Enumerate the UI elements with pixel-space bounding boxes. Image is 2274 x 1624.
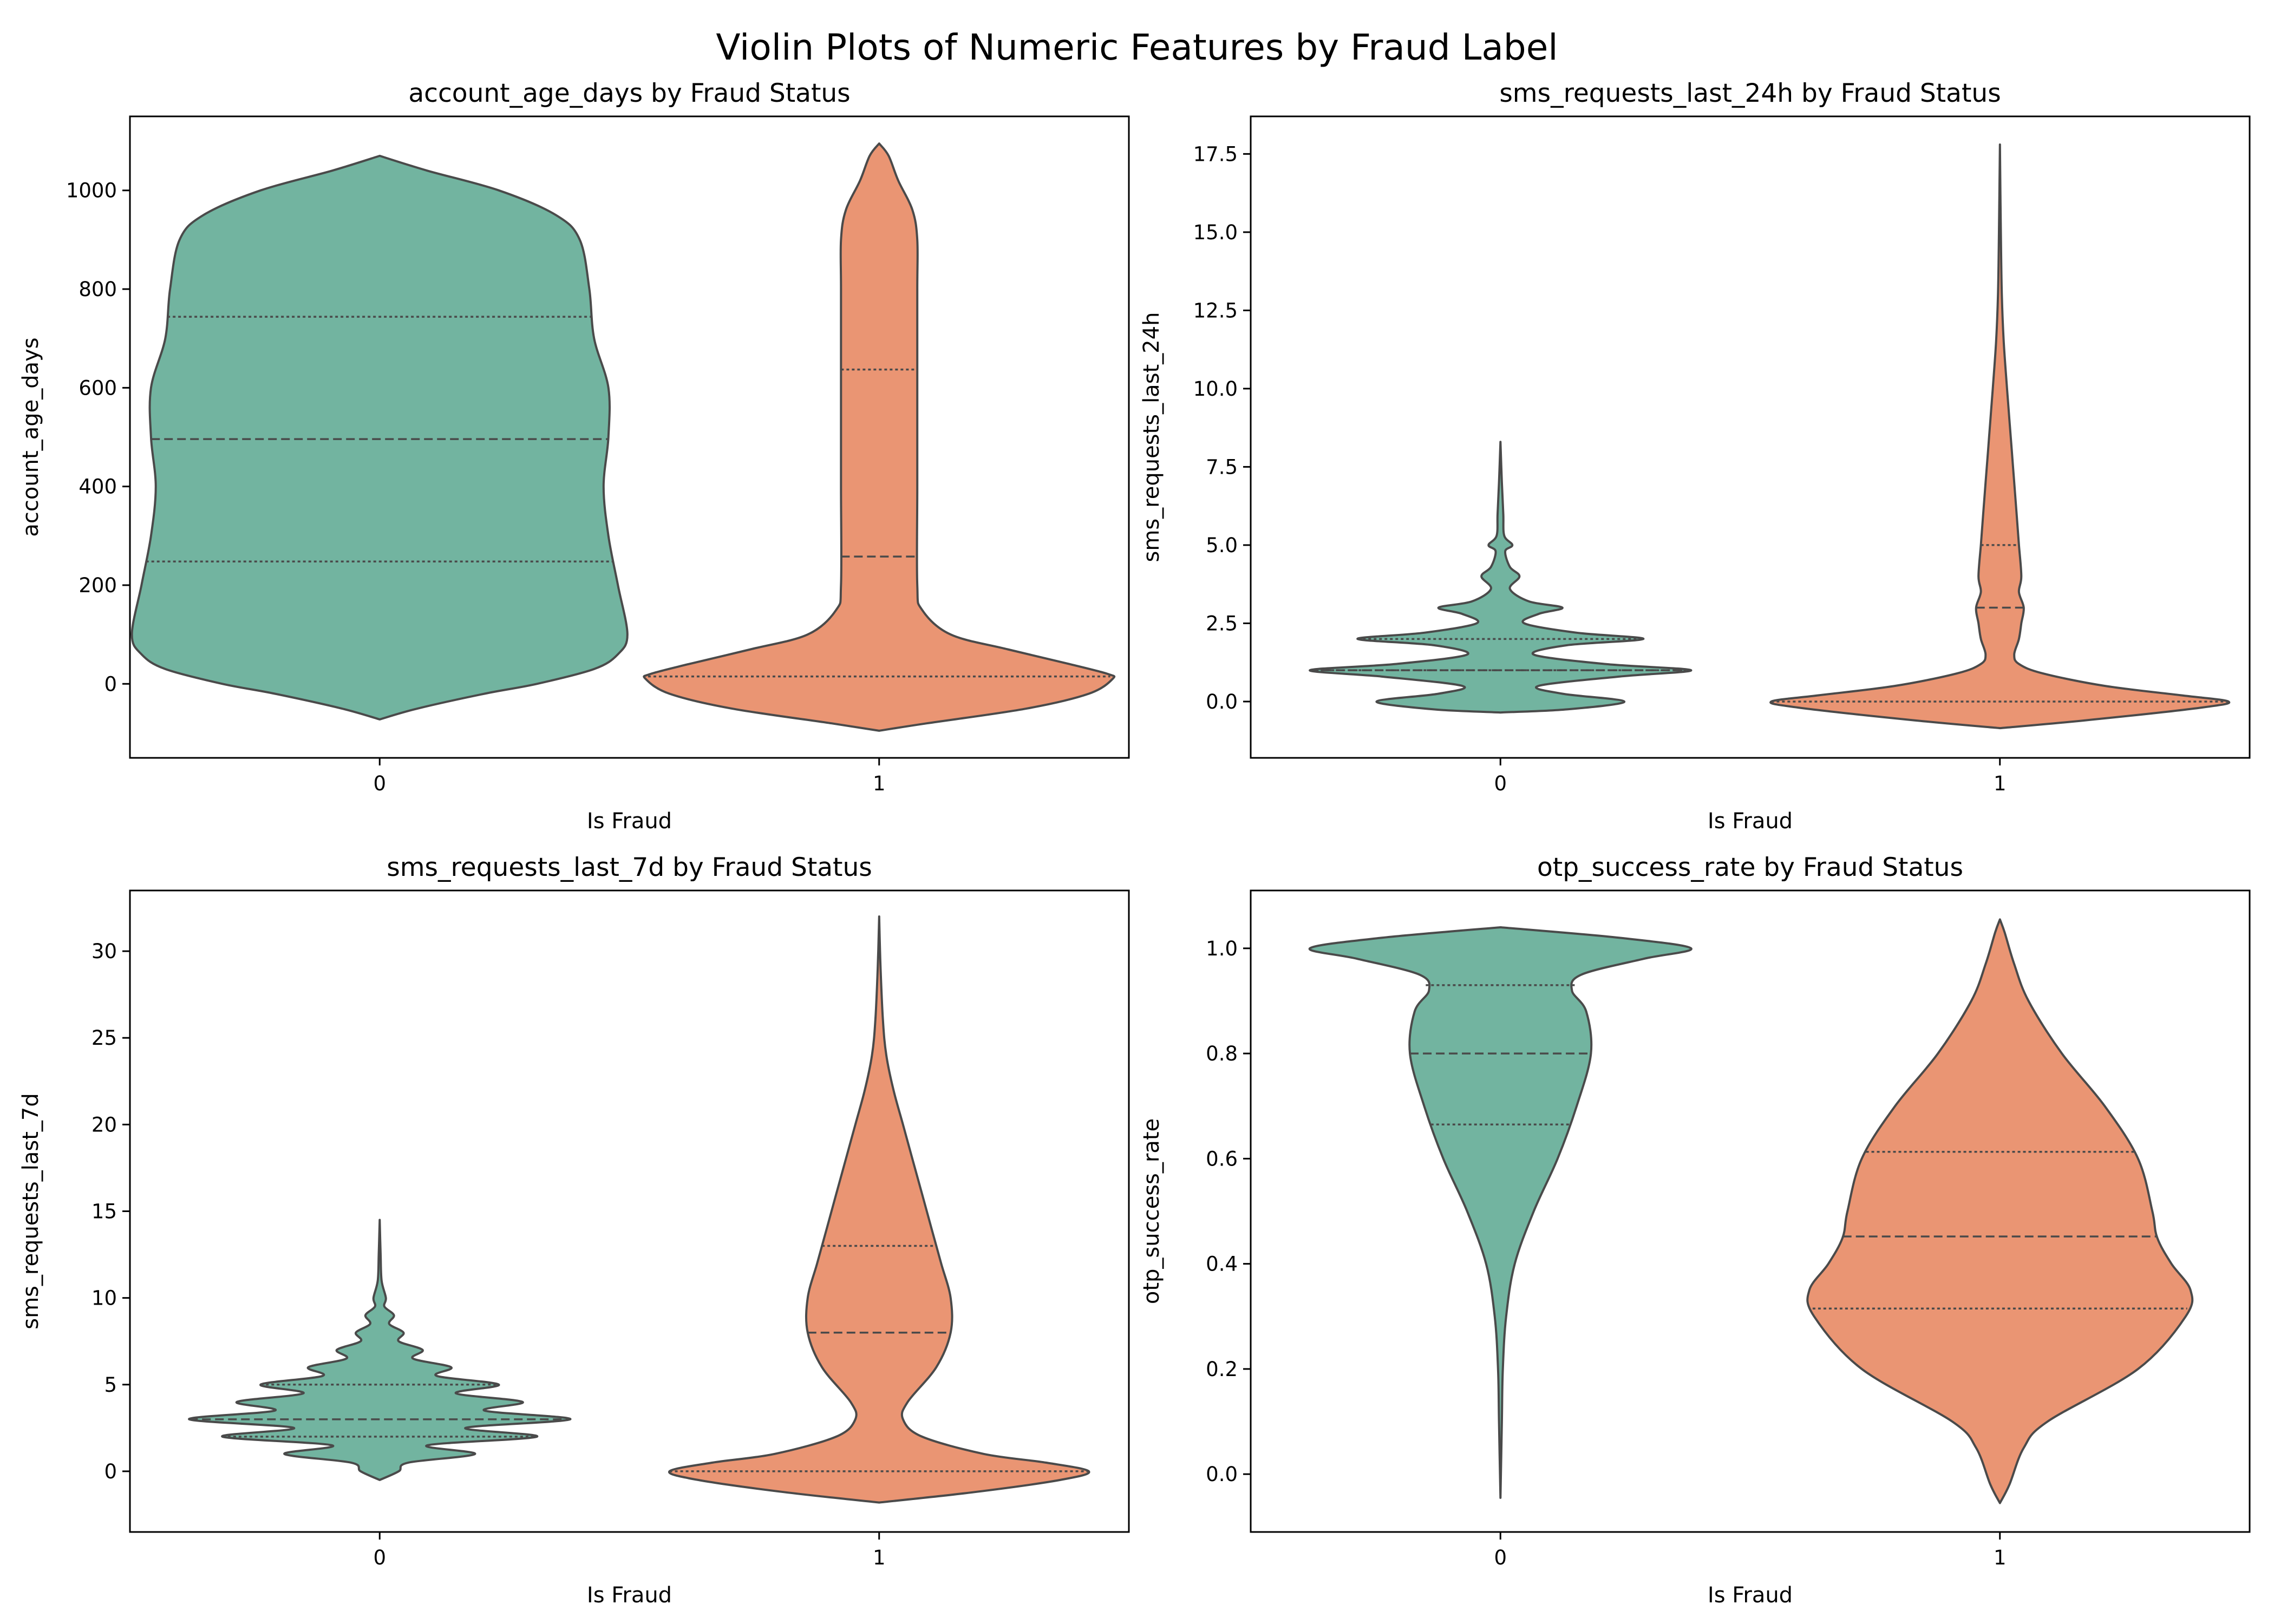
plot-frame	[1250, 889, 2251, 1533]
y-tick-label: 0.4	[1206, 1253, 1238, 1276]
y-tick-label: 0	[104, 672, 117, 696]
y-tick-label: 0.6	[1206, 1147, 1238, 1170]
subplot-sms-7d: sms_requests_last_7d by Fraud Status Is …	[18, 853, 1130, 1608]
y-tick-label: 17.5	[1193, 142, 1238, 166]
x-axis-label: Is Fraud	[587, 1583, 672, 1608]
x-tick-label: 0	[373, 1546, 386, 1569]
y-axis-label: sms_requests_last_7d	[18, 1093, 43, 1330]
y-tick-label: 25	[92, 1026, 117, 1050]
plot-frame	[1250, 115, 2251, 759]
x-tick-label: 1	[1994, 772, 2007, 795]
violin-marks: 0 200 400 600 800 1000 0 1	[66, 142, 1116, 795]
subplot-otp-rate: otp_success_rate by Fraud Status Is Frau…	[1139, 853, 2251, 1608]
y-tick-label: 0.8	[1206, 1042, 1238, 1065]
subplot-title: otp_success_rate by Fraud Status	[1537, 853, 1963, 882]
violin-body-1	[643, 142, 1116, 732]
y-tick-label: 7.5	[1206, 455, 1238, 479]
subplot-sms-24h: sms_requests_last_24h by Fraud Status Is…	[1139, 78, 2251, 834]
x-tick-label: 1	[873, 1546, 886, 1569]
subplot-title: sms_requests_last_7d by Fraud Status	[387, 853, 872, 882]
y-tick-label: 0	[104, 1460, 117, 1483]
violin-body-0	[1308, 926, 1693, 1499]
y-tick-label: 0.0	[1206, 1463, 1238, 1486]
y-tick-label: 5.0	[1206, 534, 1238, 557]
violin-body-1	[1769, 143, 2231, 730]
y-axis-label: otp_success_rate	[1139, 1118, 1164, 1304]
x-tick-label: 1	[1994, 1546, 2007, 1569]
y-axis-label: account_age_days	[18, 337, 43, 536]
violin-marks: 0.0 2.5 5.0 7.5 10.0 12.5 15.0 17.5 0 1	[1193, 142, 2231, 795]
plot-frame	[129, 115, 1130, 759]
violin-body-1	[1806, 918, 2194, 1504]
y-tick-label: 20	[92, 1113, 117, 1136]
y-tick-label: 30	[92, 940, 117, 963]
x-axis-label: Is Fraud	[1708, 809, 1793, 834]
subplot-account-age: account_age_days by Fraud Status Is Frau…	[18, 78, 1130, 834]
y-tick-label: 400	[79, 475, 117, 499]
y-tick-label: 1.0	[1206, 937, 1238, 960]
y-tick-label: 15	[92, 1200, 117, 1223]
x-axis-label: Is Fraud	[1708, 1583, 1793, 1608]
y-tick-label: 10	[92, 1287, 117, 1310]
y-tick-label: 600	[79, 376, 117, 400]
x-axis-label: Is Fraud	[587, 809, 672, 834]
x-tick-label: 0	[1494, 772, 1507, 795]
y-tick-label: 2.5	[1206, 612, 1238, 635]
y-tick-label: 0.0	[1206, 690, 1238, 713]
x-tick-label: 0	[373, 772, 386, 795]
violin-body-0	[188, 1219, 572, 1481]
y-tick-label: 5	[104, 1373, 117, 1397]
violin-marks: 0 5 10 15 20 25 30 0 1	[92, 915, 1090, 1569]
y-tick-label: 800	[79, 278, 117, 301]
y-tick-label: 0.2	[1206, 1358, 1238, 1381]
y-tick-label: 12.5	[1193, 299, 1238, 322]
figure-title: Violin Plots of Numeric Features by Frau…	[716, 27, 1558, 68]
x-tick-label: 1	[873, 772, 886, 795]
y-tick-label: 1000	[66, 179, 117, 202]
y-tick-label: 15.0	[1193, 221, 1238, 244]
violin-body-0	[130, 154, 629, 721]
y-tick-label: 200	[79, 574, 117, 597]
y-axis-label: sms_requests_last_24h	[1139, 312, 1164, 562]
subplot-title: sms_requests_last_24h by Fraud Status	[1499, 78, 2001, 108]
x-tick-label: 0	[1494, 1546, 1507, 1569]
violin-body-0	[1309, 441, 1693, 714]
violin-marks: 0.0 0.2 0.4 0.6 0.8 1.0 0 1	[1206, 918, 2194, 1569]
y-tick-label: 10.0	[1193, 377, 1238, 401]
subplot-title: account_age_days by Fraud Status	[408, 78, 850, 108]
violin-body-1	[668, 915, 1090, 1504]
